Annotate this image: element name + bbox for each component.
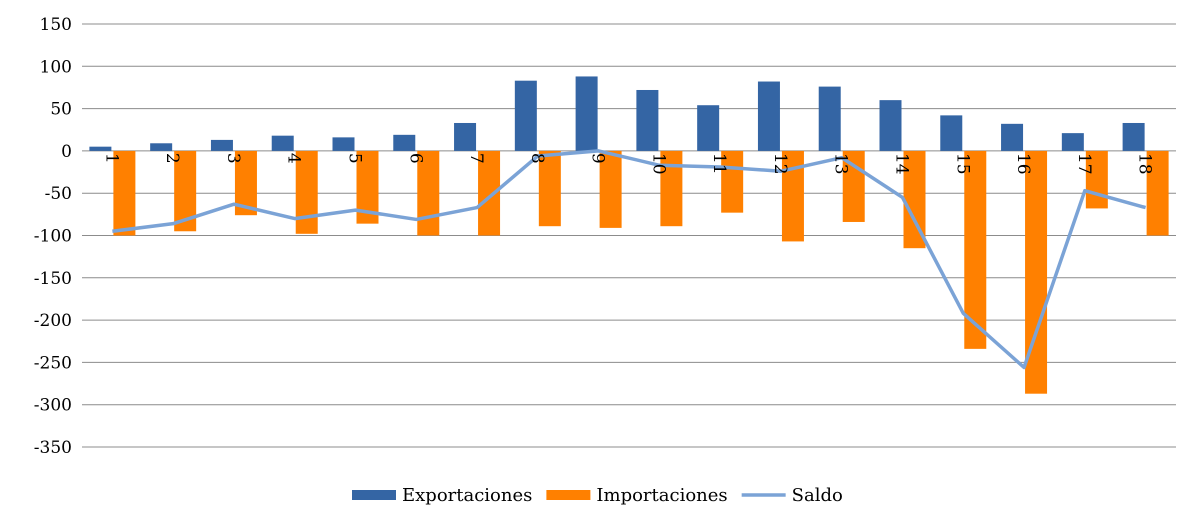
exportaciones-bar (818, 86, 841, 151)
y-tick-label: -50 (45, 184, 72, 204)
exportaciones-bar (393, 134, 416, 151)
importaciones-bar (1025, 150, 1048, 394)
legend-label: Saldo (792, 485, 843, 506)
exportaciones-bar (210, 139, 233, 151)
x-tick-label: 1 (101, 153, 121, 164)
legend: Exportaciones Importaciones Saldo (352, 485, 843, 506)
exportaciones-bar (1122, 122, 1145, 151)
x-tick-label: 17 (1074, 153, 1094, 175)
importaciones-bar (538, 150, 561, 227)
y-tick-label: 100 (40, 57, 72, 77)
importaciones-bar (478, 150, 501, 236)
exportaciones-bar (1001, 123, 1024, 151)
x-tick-label: 3 (223, 153, 243, 164)
x-tick-label: 15 (952, 153, 972, 175)
y-tick-label: -300 (34, 396, 72, 416)
exportaciones-bar (332, 137, 355, 151)
exportaciones-bar (514, 80, 537, 151)
exportaciones-bar (575, 76, 598, 151)
x-tick-label: 5 (345, 153, 365, 164)
y-tick-label: -250 (34, 353, 72, 373)
x-tick-label: 7 (466, 153, 486, 164)
x-tick-label: 14 (892, 153, 912, 175)
exportaciones-bar (879, 100, 902, 151)
legend-item: Importaciones (546, 485, 728, 506)
gridlines (82, 23, 1176, 448)
legend-label: Exportaciones (402, 485, 532, 506)
x-tick-label: 6 (405, 153, 425, 164)
importaciones-bar (113, 150, 136, 236)
exportaciones-bar (89, 146, 112, 151)
importaciones-bar (599, 150, 622, 228)
y-tick-label: -200 (34, 311, 72, 331)
x-tick-label: 4 (284, 153, 304, 164)
importaciones-bar (964, 150, 987, 349)
exportaciones-bar (940, 115, 963, 151)
importaciones-bar (295, 150, 318, 234)
legend-swatch (546, 490, 591, 500)
y-tick-label: 0 (61, 142, 72, 162)
y-axis-ticks: 150 100 50 0 -50 -100 -150 -200 -250 -300 -350 (34, 15, 72, 458)
x-tick-label: 2 (162, 153, 182, 164)
exportaciones-bar (697, 105, 720, 151)
x-tick-label: 12 (770, 153, 790, 175)
exportaciones-bar (454, 122, 477, 151)
y-tick-label: -100 (34, 227, 72, 247)
exportaciones-bar (757, 81, 780, 151)
x-tick-label: 11 (709, 153, 729, 175)
x-tick-label: 16 (1013, 153, 1033, 175)
importaciones-bar (174, 150, 197, 232)
importaciones-bar (903, 150, 926, 249)
exportaciones-bar (636, 89, 659, 151)
exportaciones-bar (150, 143, 173, 151)
legend-item: Exportaciones (352, 485, 532, 506)
x-tick-label: 8 (527, 153, 547, 164)
legend-label: Importaciones (596, 485, 727, 506)
exportaciones-bar (1061, 133, 1084, 151)
saldo-line-layer (112, 149, 1147, 370)
x-tick-label: 10 (648, 153, 668, 175)
x-tick-label: 13 (831, 153, 851, 175)
y-tick-label: 150 (40, 15, 72, 35)
importaciones-bar (1146, 150, 1169, 236)
saldo-line (112, 149, 1147, 370)
legend-item: Saldo (741, 485, 843, 506)
importaciones-bar (781, 150, 804, 242)
exportaciones-bar (271, 135, 294, 151)
importaciones-bar (660, 150, 683, 227)
x-tick-label: 9 (588, 153, 608, 164)
importaciones-bar (234, 150, 257, 216)
legend-swatch (352, 490, 396, 500)
y-tick-label: 50 (50, 100, 72, 120)
y-tick-label: -150 (34, 269, 72, 289)
importaciones-bar (356, 150, 379, 224)
x-tick-label: 18 (1135, 153, 1155, 175)
x-axis-ticks: 1 2 3 4 5 6 7 8 9 10 11 12 13 14 15 16 17 18 (101, 153, 1154, 175)
y-tick-label: -350 (34, 438, 72, 458)
